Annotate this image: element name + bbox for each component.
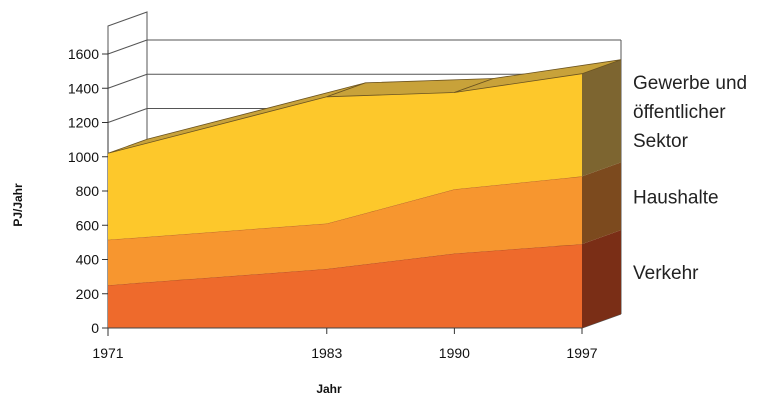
y-tick-label-1000: 1000	[68, 149, 99, 165]
x-tick-label-1983: 1983	[311, 345, 342, 361]
series-2-side	[582, 162, 621, 245]
y-tick-label-800: 800	[76, 183, 100, 199]
series-3-area	[108, 73, 582, 240]
y-tick-label-1600: 1600	[68, 46, 99, 62]
legend-item-2: Haushalte	[633, 187, 719, 208]
gridline-side-1200	[107, 108, 148, 123]
legend: Verkehr Haushalte Gewerbe und öffentlicher S…	[633, 73, 747, 284]
y-tick-label-1200: 1200	[68, 115, 99, 131]
y-axis-label: PJ/Jahr	[11, 183, 25, 227]
series-2-area	[108, 176, 582, 286]
legend-label-3-line-1: Gewerbe und	[633, 73, 747, 94]
gridline-side-1400	[107, 73, 148, 89]
y-tick-label-400: 400	[76, 252, 100, 268]
y-tick-label-1400: 1400	[68, 80, 99, 96]
x-tick-label-1990: 1990	[439, 345, 470, 361]
x-axis-label: Jahr	[316, 382, 342, 396]
x-tick-label-1997: 1997	[566, 345, 597, 361]
legend-label-3-line-3: Sektor	[633, 131, 689, 152]
x-axis: 1971 1983 1990 1997	[92, 327, 598, 361]
y-tick-label-600: 600	[76, 217, 100, 233]
series-1-area	[108, 244, 582, 328]
y-tick-label-0: 0	[91, 320, 99, 336]
gridline-side-1600	[107, 39, 148, 55]
series-3-top-face-2	[454, 59, 622, 93]
legend-label-3-line-2: öffentlicher	[633, 102, 726, 123]
legend-item-1: Verkehr	[633, 263, 699, 284]
legend-label-1-line-1: Verkehr	[633, 263, 699, 284]
legend-item-3: Gewerbe und öffentlicher Sektor	[633, 73, 747, 152]
y-tick-label-200: 200	[76, 286, 100, 302]
series-3-side	[582, 59, 621, 177]
legend-label-2-line-1: Haushalte	[633, 187, 719, 208]
y-axis: 0 200 400 600 800 1000 1200 1400 1600	[68, 46, 109, 336]
series-1-side	[582, 230, 621, 328]
x-tick-label-1971: 1971	[92, 345, 123, 361]
data-areas	[107, 59, 622, 328]
